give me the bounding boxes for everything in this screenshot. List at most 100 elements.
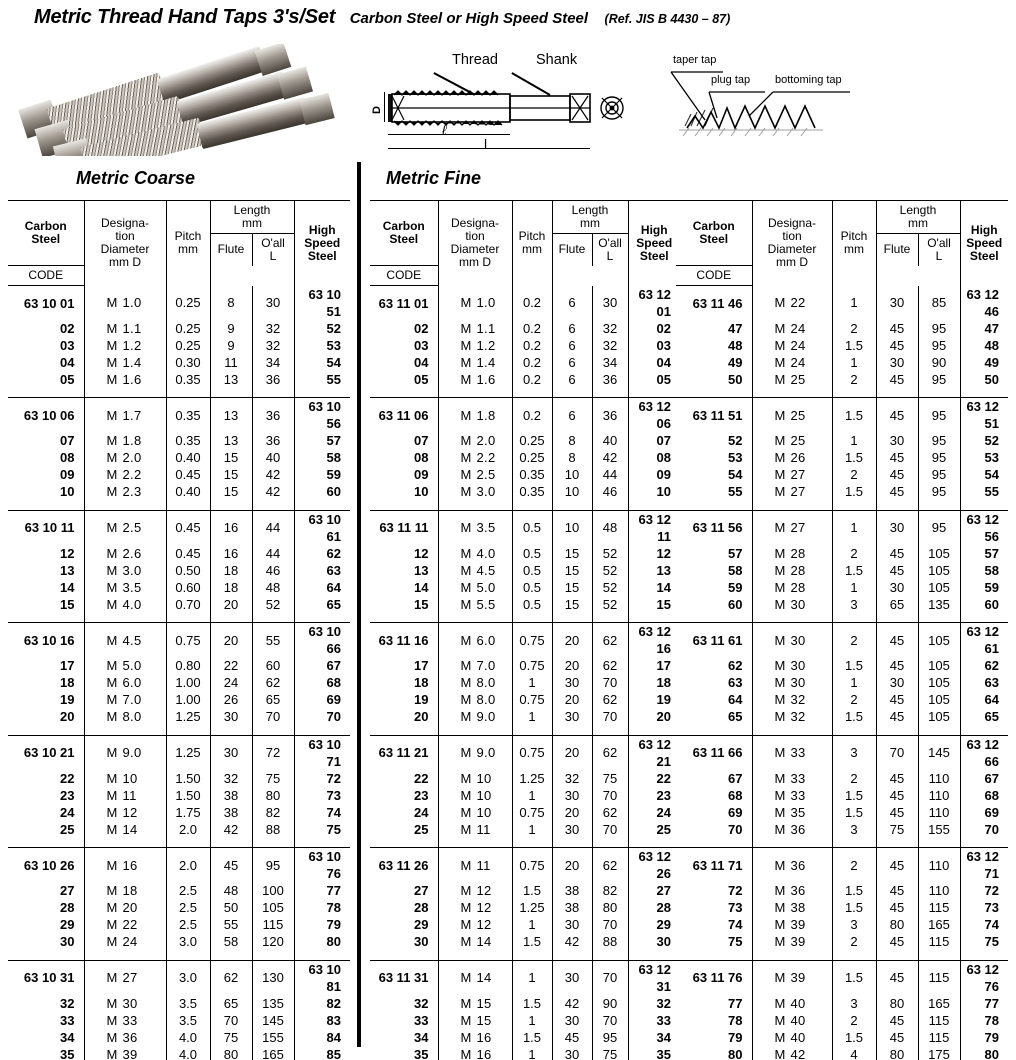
- header-flute: Flute: [551, 232, 593, 266]
- designation-diameter: 16: [476, 1029, 492, 1045]
- designation-diameter: 1.6: [476, 371, 496, 387]
- cell-oall: 95: [917, 432, 961, 450]
- cell-designation: M 2.2: [83, 466, 167, 484]
- cell-pitch: 0.70: [165, 595, 211, 613]
- cell-designation: M 1.6: [83, 370, 167, 388]
- cell-designation: M 12: [83, 803, 167, 821]
- designation-diameter: 14: [122, 821, 138, 837]
- cell-oall: 95: [917, 509, 961, 545]
- header-designation: Designa- tion Diameter mm D: [437, 199, 513, 286]
- cell-carbon-steel-code: 48: [676, 336, 753, 354]
- cell-oall: 32: [251, 336, 295, 354]
- spacer-cell: [551, 500, 593, 511]
- cell-hss-code: 67: [959, 769, 1009, 787]
- designation-diameter: 8.0: [122, 709, 142, 725]
- designation-prefix: M: [774, 745, 786, 761]
- table-row: 68 M 33 1.5 45 110 68: [676, 786, 1009, 804]
- product-photo: [8, 44, 358, 156]
- designation-prefix: M: [106, 1046, 118, 1060]
- cell-pitch: 3.5: [165, 1011, 211, 1029]
- cell-hss-code: 20: [627, 708, 681, 726]
- cell-oall: 32: [591, 336, 629, 354]
- cell-pitch: 1.5: [511, 1028, 553, 1046]
- table-row: 17 M 5.0 0.80 22 60 67: [8, 657, 351, 675]
- cell-pitch: 1: [511, 674, 553, 692]
- designation-diameter: 32: [790, 709, 806, 725]
- designation-diameter: 4.5: [476, 562, 496, 578]
- cell-pitch: 0.45: [165, 544, 211, 562]
- cell-pitch: 2: [831, 319, 877, 337]
- section-divider: [357, 162, 361, 1047]
- cell-oall: 62: [251, 674, 295, 692]
- header-pitch: Pitch mm: [511, 199, 553, 286]
- cell-flute: 9: [209, 319, 253, 337]
- designation-prefix: M: [460, 450, 472, 466]
- cell-designation: M 1.2: [83, 336, 167, 354]
- cell-hss-code: 63: [959, 674, 1009, 692]
- table-row: 63 11 11 M 3.5 0.5 10 48 63 12 11: [370, 509, 681, 545]
- table-row: 73 M 38 1.5 45 115 73: [676, 899, 1009, 917]
- cell-designation: M 30: [751, 674, 833, 692]
- cell-carbon-steel-code: 33: [8, 1011, 85, 1029]
- cell-hss-code: 13: [627, 561, 681, 579]
- designation-prefix: M: [774, 658, 786, 674]
- table-row: 24 M 10 0.75 20 62 24: [370, 803, 681, 821]
- cell-oall: 44: [251, 509, 295, 545]
- cell-pitch: 1.5: [831, 708, 877, 726]
- table-row: 02 M 1.1 0.25 9 32 52: [8, 319, 351, 337]
- table-row: 63 10 16 M 4.5 0.75 20 55 63 10 66: [8, 622, 351, 658]
- designation-diameter: 1.0: [476, 295, 496, 311]
- header-hss-l3: Steel: [639, 248, 669, 263]
- cell-pitch: 4.0: [165, 1028, 211, 1046]
- cell-hss-code: 65: [959, 708, 1009, 726]
- table-row: 05 M 1.6 0.2 6 36 05: [370, 370, 681, 388]
- group-spacer: [8, 950, 351, 961]
- cell-flute: 18: [209, 578, 253, 596]
- designation-prefix: M: [460, 804, 472, 820]
- table-row: 63 11 21 M 9.0 0.75 20 62 63 12 21: [370, 734, 681, 770]
- cell-designation: M 30: [83, 994, 167, 1012]
- designation-diameter: 24: [790, 354, 806, 370]
- header-designation-l2: tion: [115, 229, 135, 244]
- designation-diameter: 30: [790, 658, 806, 674]
- designation-diameter: 11: [122, 787, 137, 803]
- cell-oall: 130: [251, 959, 295, 995]
- spacer-cell: [676, 837, 753, 848]
- cell-designation: M 1.4: [437, 353, 513, 371]
- cell-pitch: 4.0: [165, 1045, 211, 1060]
- cell-oall: 82: [591, 882, 629, 900]
- table-row: 10 M 2.3 0.40 15 42 60: [8, 483, 351, 501]
- cell-hss-code: 60: [959, 595, 1009, 613]
- cell-designation: M 26: [751, 449, 833, 467]
- spacer-cell: [83, 950, 167, 961]
- cell-carbon-steel-code: 13: [370, 561, 439, 579]
- cell-carbon-steel-code: 19: [370, 691, 439, 709]
- cell-hss-code: 68: [293, 674, 351, 692]
- header-row-2: Flute O'all L: [8, 232, 350, 266]
- cell-hss-code: 84: [293, 1028, 351, 1046]
- table-row: 63 11 61 M 30 2 45 105 63 12 61: [676, 622, 1009, 658]
- cell-designation: M 16: [83, 847, 167, 883]
- table-row: 20 M 9.0 1 30 70 20: [370, 708, 681, 726]
- cell-hss-code: 69: [293, 691, 351, 709]
- cell-pitch: 0.2: [511, 397, 553, 433]
- designation-diameter: 3.5: [476, 520, 496, 536]
- table-row: 63 M 30 1 30 105 63: [676, 674, 1009, 692]
- cell-oall: 36: [251, 370, 295, 388]
- designation-diameter: 4.0: [122, 596, 142, 612]
- title-reference: (Ref. JIS B 4430 – 87): [604, 12, 731, 26]
- table-row: 12 M 2.6 0.45 16 44 62: [8, 544, 351, 562]
- designation-diameter: 2.3: [122, 484, 142, 500]
- designation-diameter: 8.0: [476, 692, 496, 708]
- designation-prefix: M: [774, 1029, 786, 1045]
- cell-hss-code: 73: [293, 786, 351, 804]
- cell-flute: 15: [209, 483, 253, 501]
- cell-carbon-steel-code: 63 11 66: [676, 734, 753, 770]
- designation-prefix: M: [460, 745, 472, 761]
- designation-prefix: M: [106, 857, 118, 873]
- cell-hss-code: 63 10 66: [293, 622, 351, 658]
- spacer-cell: [83, 612, 167, 623]
- cell-flute: 13: [209, 432, 253, 450]
- cell-oall: 70: [591, 820, 629, 838]
